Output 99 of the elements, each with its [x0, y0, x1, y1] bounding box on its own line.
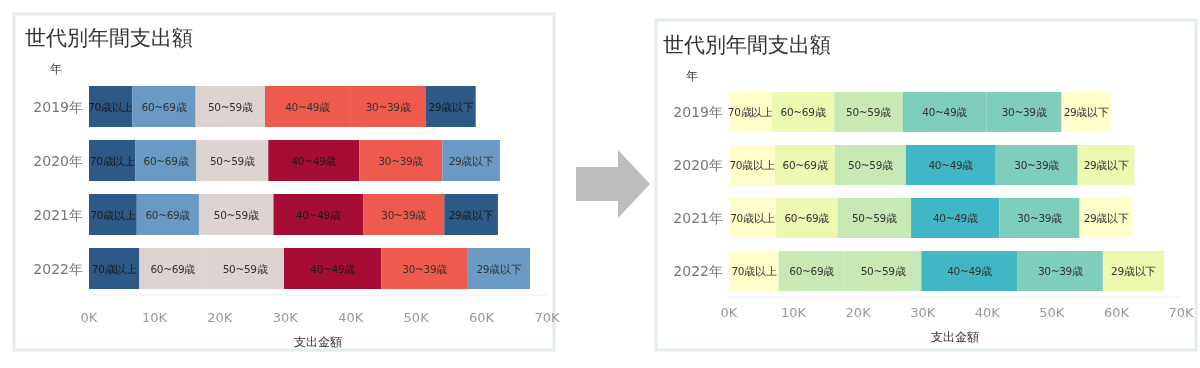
- bar: [195, 86, 265, 127]
- y-axis-title: 年: [50, 62, 62, 76]
- x-tick-label: 0K: [80, 310, 98, 325]
- series-label: 50~59歳: [846, 106, 892, 118]
- text: 60~69歳: [145, 208, 191, 221]
- y-tick-label: 2021年: [673, 210, 723, 226]
- bar: [359, 140, 443, 181]
- text: 40~49歳: [947, 265, 992, 277]
- x-tick-label: 50K: [403, 310, 430, 325]
- bar: [381, 248, 468, 289]
- x-tick-label: 40K: [338, 310, 364, 325]
- text: 40~49歳: [932, 212, 978, 224]
- text: 29歳以下: [476, 262, 522, 275]
- x-tick-label: 40K: [974, 305, 1001, 320]
- bar: [921, 251, 1018, 291]
- bar: [999, 198, 1080, 238]
- text: 29歳以下: [1083, 212, 1129, 224]
- x-axis-title: 支出金額: [931, 330, 979, 344]
- bar: [273, 194, 364, 235]
- series-label: 40~49歳: [285, 100, 331, 113]
- text: 30~39歳: [1017, 212, 1062, 224]
- bar: [995, 145, 1078, 185]
- series-label: 30~39歳: [1001, 106, 1047, 118]
- x-tick-label: 60K: [1103, 305, 1130, 320]
- series-label: 29歳以下: [428, 100, 474, 113]
- y-tick-label: 2022年: [33, 260, 83, 277]
- text: 70歳以上: [91, 262, 137, 275]
- text: 70歳以上: [727, 106, 773, 118]
- y-tick-label: 2022年: [673, 263, 723, 279]
- y-tick-label: 2020年: [673, 157, 723, 173]
- y-tick-label: 2019年: [673, 104, 723, 120]
- x-tick-label: 70K: [1168, 305, 1194, 320]
- series-label: 40~49歳: [922, 106, 968, 118]
- text: 40~49歳: [291, 154, 337, 167]
- series-label: 29歳以下: [1063, 106, 1109, 118]
- series-label: 70歳以上: [89, 154, 135, 167]
- bar: [837, 198, 912, 238]
- text: 60~69歳: [784, 212, 830, 224]
- bar: [283, 248, 382, 289]
- text: 30~39歳: [1037, 265, 1083, 277]
- x-tick-label: 0K: [720, 305, 738, 320]
- bar: [135, 140, 197, 181]
- bar: [911, 198, 1000, 238]
- text: 29歳以下: [1083, 159, 1129, 171]
- x-tick-label: 10K: [141, 310, 168, 325]
- x-tick-label: 50K: [1039, 305, 1065, 320]
- text: 70歳以上: [731, 265, 777, 277]
- chart-title: 世代別年間支出額: [663, 33, 831, 57]
- bar: [834, 92, 903, 132]
- bar: [136, 194, 199, 235]
- series-label: 60~69歳: [143, 154, 189, 167]
- text: 50~59歳: [848, 159, 893, 171]
- text: 50~59歳: [860, 265, 906, 277]
- series-label: 70歳以上: [729, 159, 775, 171]
- x-tick-label: 20K: [207, 310, 233, 325]
- x-tick-label: 10K: [781, 305, 807, 320]
- text: 50~59歳: [213, 208, 259, 221]
- y-axis-title: 年: [686, 69, 698, 83]
- bar: [774, 145, 835, 185]
- text: 30~39歳: [1014, 159, 1060, 171]
- x-tick-label: 30K: [272, 310, 299, 325]
- x-tick-label: 60K: [469, 310, 495, 325]
- text: 60~69歳: [141, 100, 187, 113]
- text: 30~39歳: [402, 262, 448, 275]
- text: 29歳以下: [448, 208, 494, 221]
- y-tick-label: 2020年: [33, 152, 83, 169]
- text: 70歳以上: [730, 212, 776, 224]
- x-tick-label: 20K: [845, 305, 872, 320]
- text: 50~59歳: [209, 154, 255, 167]
- y-tick-label: 2021年: [33, 206, 83, 223]
- series-label: 30~39歳: [365, 100, 411, 113]
- bar: [363, 194, 445, 235]
- series-label: 60~69歳: [782, 159, 828, 171]
- bar: [268, 140, 360, 181]
- text: 40~49歳: [928, 159, 974, 171]
- chart-title: 世代別年間支出額: [25, 26, 193, 50]
- text: 40~49歳: [310, 262, 356, 275]
- x-axis-title: 支出金額: [294, 335, 342, 349]
- text: 40~49歳: [295, 208, 341, 221]
- text: 60~69歳: [150, 262, 196, 275]
- text: 70歳以上: [90, 208, 136, 221]
- bar: [834, 145, 906, 185]
- text: 50~59歳: [851, 212, 897, 224]
- text: 30~39歳: [378, 154, 424, 167]
- y-tick-label: 2019年: [33, 98, 83, 115]
- bar: [198, 194, 274, 235]
- bar: [132, 86, 196, 127]
- text: 50~59歳: [222, 262, 268, 275]
- bar: [1017, 251, 1103, 291]
- text: 29歳以下: [448, 154, 494, 167]
- text: 29歳以下: [1111, 265, 1156, 277]
- bar: [905, 145, 996, 185]
- text: 60~69歳: [780, 106, 826, 118]
- series-label: 50~59歳: [207, 100, 253, 113]
- x-tick-label: 70K: [534, 310, 560, 325]
- text: 30~39歳: [381, 208, 427, 221]
- x-tick-label: 30K: [910, 305, 936, 320]
- bar: [196, 140, 269, 181]
- text: 60~69歳: [789, 265, 835, 277]
